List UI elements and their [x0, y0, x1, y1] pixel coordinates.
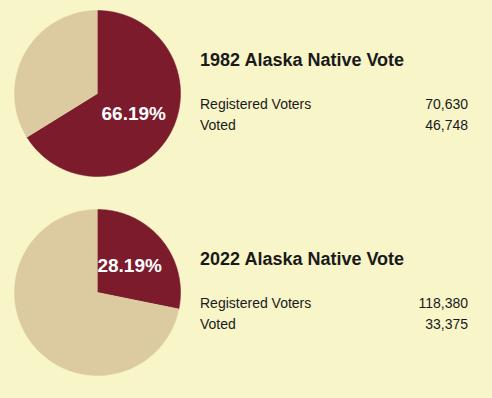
html-text:Registered Voters: Registered Voters	[200, 295, 312, 311]
html-text:118,380: 118,380	[418, 295, 468, 311]
html-text:Voted: Voted	[200, 316, 236, 332]
svg-text:66.19%: 66.19%	[102, 103, 167, 124]
svg-text:28.19%: 28.19%	[97, 255, 162, 276]
html-text:46,748: 46,748	[425, 117, 468, 133]
html-text:Voted: Voted	[200, 117, 236, 133]
html-text:Registered Voters: Registered Voters	[200, 96, 312, 112]
html-text:1982 Alaska Native Vote: 1982 Alaska Native Vote	[200, 50, 405, 70]
html-text:2022 Alaska Native Vote: 2022 Alaska Native Vote	[200, 249, 405, 269]
html-text:33,375: 33,375	[425, 316, 468, 332]
html-text:70,630: 70,630	[425, 96, 468, 112]
